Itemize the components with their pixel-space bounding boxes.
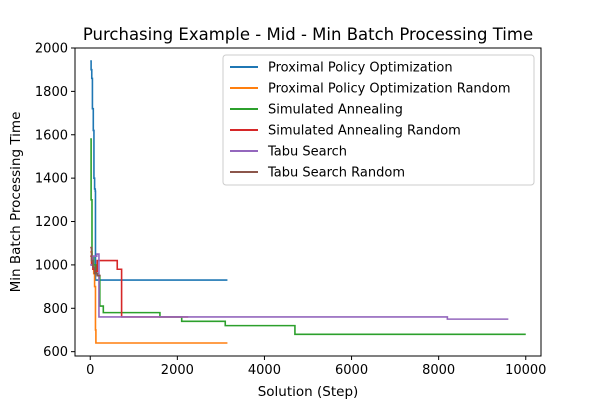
legend-label-2: Proximal Policy Optimization Random	[268, 82, 511, 97]
legend-label-6: Tabu Search Random	[267, 166, 405, 181]
x-tick-label: 4000	[248, 363, 281, 378]
series-layer	[90, 60, 526, 344]
x-tick-label: 10000	[505, 363, 546, 378]
x-axis: 0 2000 4000 6000 8000 10000	[86, 356, 546, 378]
legend: Proximal Policy Optimization Proximal Pol…	[222, 54, 535, 186]
legend-label-3: Simulated Annealing	[268, 103, 403, 118]
series-line-1	[90, 60, 228, 281]
legend-label-1: Proximal Policy Optimization	[268, 61, 453, 76]
y-axis-title: Min Batch Processing Time	[8, 112, 24, 293]
x-tick-label: 2000	[161, 363, 194, 378]
series-line-6	[90, 246, 101, 277]
plot-frame	[74, 47, 542, 357]
y-tick-label: 600	[43, 345, 68, 360]
x-tick-label: 0	[86, 363, 94, 378]
legend-box	[222, 54, 535, 186]
y-tick-label: 1600	[35, 128, 68, 143]
y-tick-label: 1000	[35, 258, 68, 273]
y-tick-label: 1400	[35, 172, 68, 187]
y-tick-label: 800	[43, 302, 68, 317]
plot-area	[74, 47, 542, 357]
x-axis-title: Solution (Step)	[258, 384, 359, 400]
y-tick-label: 1800	[35, 85, 68, 100]
legend-label-5: Tabu Search	[267, 145, 347, 160]
y-tick-label: 1200	[35, 215, 68, 230]
series-line-4	[90, 255, 189, 318]
y-axis: 600 800 1000 1200 1400 1600 1800 2000	[35, 42, 75, 360]
y-tick-label: 2000	[35, 42, 68, 57]
series-line-2	[90, 251, 228, 344]
x-tick-label: 8000	[422, 363, 455, 378]
series-line-5	[90, 253, 509, 320]
chart-title: Purchasing Example - Mid - Min Batch Pro…	[83, 25, 533, 44]
x-tick-label: 6000	[335, 363, 368, 378]
legend-label-4: Simulated Annealing Random	[268, 124, 461, 139]
